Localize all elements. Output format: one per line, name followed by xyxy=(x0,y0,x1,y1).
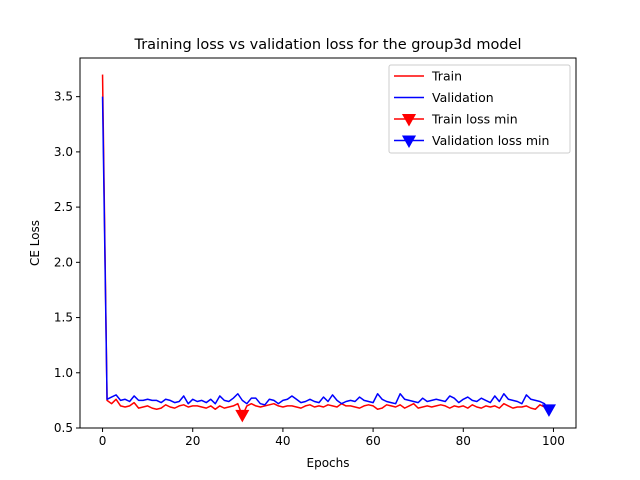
legend-label-train: Train xyxy=(431,69,462,84)
y-tick-label: 0.5 xyxy=(54,421,73,435)
y-tick-label: 3.0 xyxy=(54,145,73,159)
legend-box xyxy=(388,64,571,154)
plot-frame xyxy=(79,57,577,429)
series-line-validation xyxy=(101,96,550,411)
x-tick-label: 20 xyxy=(185,434,200,448)
chart-title: Training loss vs validation loss for the… xyxy=(133,37,521,53)
legend-marker-validation-min xyxy=(401,135,417,149)
legend-marker-train-min xyxy=(401,114,417,127)
x-tick-label: 100 xyxy=(542,434,565,448)
legend-label-train-min: Train loss min xyxy=(431,112,518,127)
min-marker-train xyxy=(235,409,250,423)
x-axis-ticks: 0 20 40 60 80 100 xyxy=(99,428,565,448)
x-tick-label: 40 xyxy=(275,434,290,448)
x-axis-label: Epochs xyxy=(307,456,350,470)
y-tick-label: 2.0 xyxy=(54,255,73,269)
y-axis-label: CE Loss xyxy=(28,220,42,266)
min-markers xyxy=(235,404,557,423)
series-line-train xyxy=(101,74,550,417)
legend: Train Validation Train loss min Validation … xyxy=(388,64,571,154)
y-tick-label: 3.5 xyxy=(54,90,73,104)
min-marker-validation xyxy=(541,404,557,417)
x-tick-label: 0 xyxy=(99,434,107,448)
x-tick-label: 80 xyxy=(456,434,471,448)
legend-label-validation-min: Validation loss min xyxy=(432,133,549,148)
y-tick-label: 1.0 xyxy=(54,366,73,380)
plot-area xyxy=(79,57,577,429)
y-tick-label: 1.5 xyxy=(54,311,73,325)
series-lines xyxy=(101,74,550,417)
legend-label-validation: Validation xyxy=(432,90,494,105)
x-tick-label: 60 xyxy=(365,434,380,448)
y-axis-ticks: 0.5 1.0 1.5 2.0 2.5 3.0 3.5 xyxy=(54,90,80,435)
y-tick-label: 2.5 xyxy=(54,200,73,214)
